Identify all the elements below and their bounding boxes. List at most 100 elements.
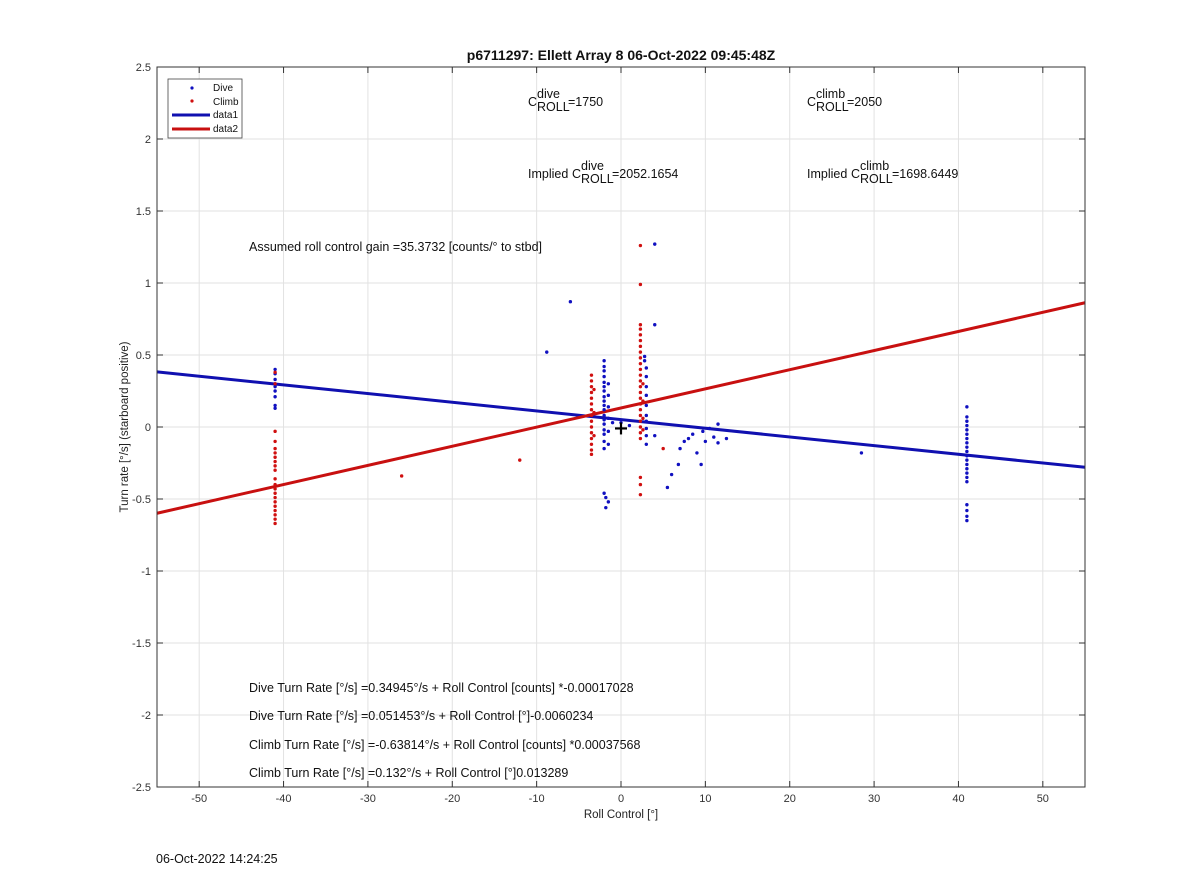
implied-dive-sup: dive [581,159,604,173]
point-dive [691,432,695,436]
implied-dive-sub: ROLL [581,172,614,186]
point-dive [712,435,716,439]
point-dive [273,384,277,389]
x-tick-label: -40 [276,793,292,805]
point-climb [273,482,277,487]
point-dive [642,354,647,359]
y-tick-label: -2.5 [132,782,151,794]
point-climb [589,390,594,395]
equation-climb-counts: Climb Turn Rate [°/s] =-0.63814°/s + Rol… [249,738,641,752]
point-climb [638,356,643,360]
point-dive [686,436,691,441]
x-tick-label: -50 [191,793,207,805]
point-dive [602,359,606,363]
point-dive [602,364,606,369]
point-dive [653,433,657,438]
point-climb [589,425,594,429]
point-dive [965,508,969,513]
point-dive [653,242,657,246]
point-dive [965,419,969,423]
point-dive [602,418,606,422]
point-dive [965,503,969,507]
y-tick-label: -0.5 [132,494,151,506]
implied-dive-value: =2052.1654 [612,167,678,181]
y-tick-label: 1 [145,278,151,290]
legend-dive-marker [190,86,194,90]
point-dive [707,426,712,431]
point-climb [589,402,594,406]
point-dive [676,462,681,467]
point-dive [965,467,969,471]
point-climb [589,448,594,452]
point-dive [602,428,606,432]
c-climb-sub: ROLL [816,100,849,114]
implied-climb-sup: climb [860,159,889,173]
point-climb [273,455,277,459]
point-dive [606,416,611,421]
point-dive [716,441,720,445]
x-tick-label: 10 [699,793,711,805]
point-climb [273,477,277,481]
point-dive [965,475,969,480]
point-dive [602,491,606,495]
c-dive-value: =1750 [568,95,603,109]
point-climb [638,408,643,412]
point-dive [701,429,705,434]
point-climb [641,399,645,403]
svg-text:C: C [807,95,816,109]
point-dive [602,446,606,451]
point-climb [638,492,643,497]
point-climb [273,429,277,434]
point-climb [273,500,277,504]
point-dive [965,428,969,432]
point-dive [724,436,729,441]
point-climb [638,413,643,418]
point-dive [644,403,649,408]
point-dive [602,432,606,436]
legend: Dive Climb data1 data2 [167,78,243,139]
point-dive [965,415,969,419]
point-climb [273,491,277,495]
point-climb [589,373,594,377]
point-dive [273,406,277,410]
point-climb [273,464,277,468]
point-dive [602,384,606,389]
point-dive [606,393,611,398]
y-tick-label: -2 [141,710,151,722]
point-climb [589,379,594,383]
point-dive [644,426,649,431]
point-dive [644,393,649,398]
implied-climb-value: =1698.6449 [892,167,958,181]
point-climb [638,419,643,423]
implied-climb-prefix: Implied [807,167,847,181]
point-dive [669,472,674,477]
point-dive [604,505,608,510]
implied-dive-prefix: Implied [528,167,568,181]
point-climb [273,495,277,500]
point-climb [638,475,643,480]
point-dive [695,451,699,455]
point-dive [602,395,606,399]
point-climb [638,390,643,395]
point-climb [273,468,277,472]
point-climb [589,419,594,423]
point-dive [602,413,606,418]
c-climb-value: =2050 [847,95,882,109]
point-dive [644,433,649,438]
point-dive [602,408,606,412]
equation-dive-counts: Dive Turn Rate [°/s] =0.34945°/s + Roll … [249,681,634,695]
point-dive [602,374,606,379]
point-dive [965,432,969,436]
point-climb [638,384,643,389]
x-tick-label: -30 [360,793,376,805]
point-climb [638,327,643,331]
axis-ticks: -50 -40 -30 -20 -10 0 10 20 30 40 50-2.5-2-1.5-1-0… [132,62,1085,805]
point-dive [644,413,649,418]
point-dive [602,380,606,385]
y-axis-label: Turn rate [°/s] (starboard positive) [119,341,131,512]
point-climb [638,350,643,354]
svg-text:C: C [528,95,537,109]
fit-line-data2 [156,301,1086,515]
equation-dive-degrees: Dive Turn Rate [°/s] =0.051453°/s + Roll… [249,709,593,723]
